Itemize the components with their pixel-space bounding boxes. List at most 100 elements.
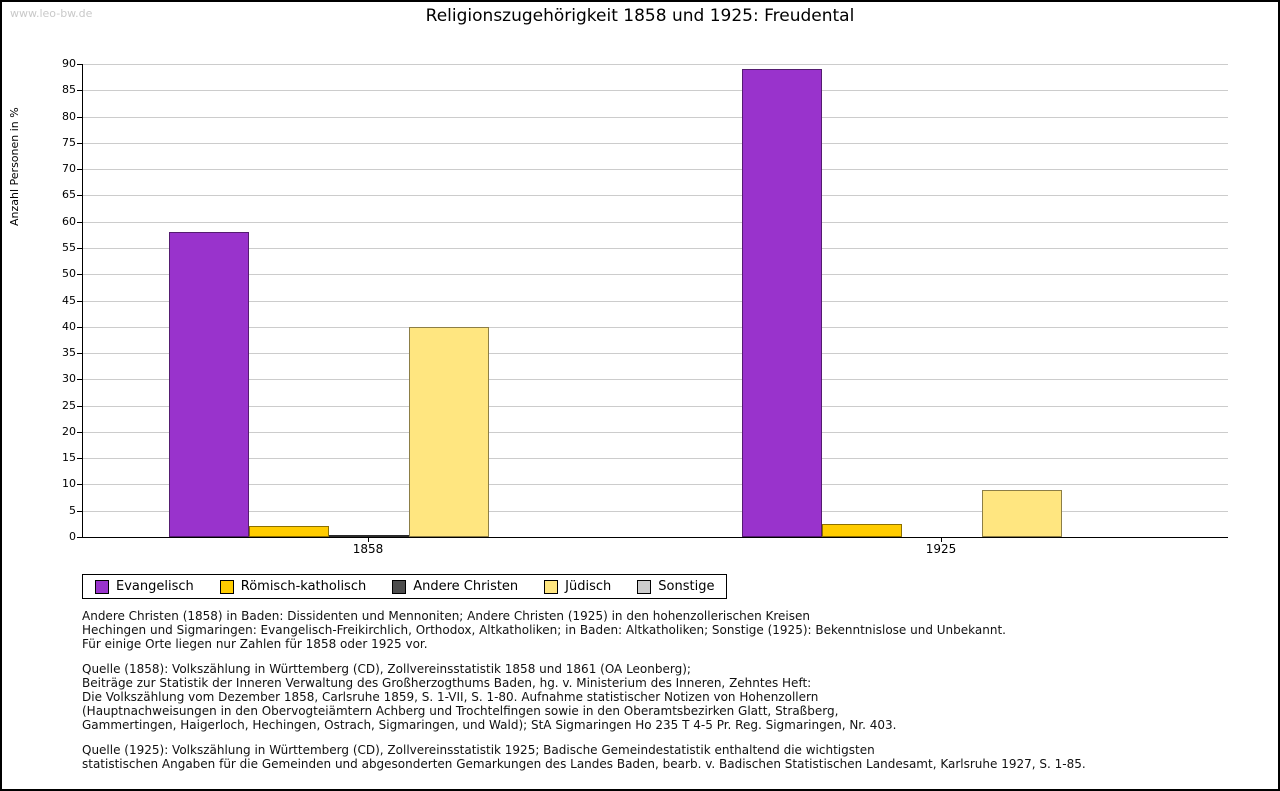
y-tick-label-60: 60 bbox=[62, 215, 76, 228]
footnote-line: Für einige Orte liegen nur Zahlen für 18… bbox=[82, 637, 428, 651]
y-tick-mark-80 bbox=[77, 117, 82, 118]
legend-item-sonstige: Sonstige bbox=[637, 579, 714, 594]
y-tick-mark-30 bbox=[77, 379, 82, 380]
footnote-line: Quelle (1925): Volkszählung in Württembe… bbox=[82, 743, 875, 757]
gridline-45 bbox=[83, 301, 1228, 302]
y-tick-label-0: 0 bbox=[69, 530, 76, 543]
y-tick-label-65: 65 bbox=[62, 188, 76, 201]
gridline-55 bbox=[83, 248, 1228, 249]
bar-r-misch-katholisch-1858 bbox=[249, 526, 329, 537]
y-tick-mark-75 bbox=[77, 143, 82, 144]
y-tick-label-40: 40 bbox=[62, 320, 76, 333]
y-tick-mark-20 bbox=[77, 432, 82, 433]
footnote-line: Gammertingen, Haigerloch, Hechingen, Ost… bbox=[82, 718, 897, 732]
footnote-line: Beiträge zur Statistik der Inneren Verwa… bbox=[82, 676, 812, 690]
y-tick-mark-90 bbox=[77, 64, 82, 65]
y-tick-label-30: 30 bbox=[62, 372, 76, 385]
gridline-75 bbox=[83, 143, 1228, 144]
y-tick-mark-25 bbox=[77, 406, 82, 407]
y-tick-label-70: 70 bbox=[62, 162, 76, 175]
gridline-60 bbox=[83, 222, 1228, 223]
y-tick-mark-45 bbox=[77, 301, 82, 302]
legend-item-andere-christen: Andere Christen bbox=[392, 579, 518, 594]
category-label-1858: 1858 bbox=[352, 542, 384, 556]
gridline-30 bbox=[83, 379, 1228, 380]
y-tick-label-20: 20 bbox=[62, 425, 76, 438]
gridline-80 bbox=[83, 117, 1228, 118]
bar-j-disch-1858 bbox=[409, 327, 489, 537]
legend-swatch-juedisch bbox=[544, 579, 559, 594]
gridline-90 bbox=[83, 64, 1228, 65]
legend-swatch-evangelisch bbox=[95, 579, 109, 594]
footnote-line: Die Volkszählung vom Dezember 1858, Carl… bbox=[82, 690, 819, 704]
chart-title: Religionszugehörigkeit 1858 und 1925: Fr… bbox=[425, 6, 855, 26]
y-tick-mark-85 bbox=[77, 90, 82, 91]
bar-j-disch-1925 bbox=[982, 490, 1062, 537]
footnote-line: Quelle (1858): Volkszählung in Württembe… bbox=[82, 662, 691, 676]
y-tick-mark-40 bbox=[77, 327, 82, 328]
footnotes: Andere Christen (1858) in Baden: Disside… bbox=[82, 609, 1258, 782]
category-label-1925: 1925 bbox=[925, 542, 957, 556]
bar-evangelisch-1858 bbox=[169, 232, 249, 537]
gridline-10 bbox=[83, 484, 1228, 485]
x-tick-mark-1925 bbox=[941, 538, 942, 542]
gridline-15 bbox=[83, 458, 1228, 459]
y-tick-mark-55 bbox=[77, 248, 82, 249]
footnote-line: (Hauptnachweisungen in den Obervogteiämt… bbox=[82, 704, 839, 718]
y-tick-label-45: 45 bbox=[62, 294, 76, 307]
y-axis-title: Anzahl Personen in % bbox=[8, 107, 21, 227]
plot-area bbox=[82, 64, 1228, 538]
legend-label-andere-christen: Andere Christen bbox=[413, 579, 519, 594]
footnote-paragraph: Quelle (1858): Volkszählung in Württembe… bbox=[82, 662, 1258, 732]
y-tick-mark-35 bbox=[77, 353, 82, 354]
y-tick-mark-60 bbox=[77, 222, 82, 223]
y-tick-mark-50 bbox=[77, 274, 82, 275]
y-tick-label-85: 85 bbox=[62, 83, 76, 96]
y-tick-label-75: 75 bbox=[62, 136, 76, 149]
y-tick-mark-15 bbox=[77, 458, 82, 459]
y-tick-label-35: 35 bbox=[62, 346, 76, 359]
y-tick-label-55: 55 bbox=[62, 241, 76, 254]
legend-label-juedisch: Jüdisch bbox=[565, 579, 612, 594]
bar-r-misch-katholisch-1925 bbox=[822, 524, 902, 537]
x-tick-mark-1858 bbox=[368, 538, 369, 542]
y-tick-mark-70 bbox=[77, 169, 82, 170]
footnote-line: statistischen Angaben für die Gemeinden … bbox=[82, 757, 1086, 771]
gridline-25 bbox=[83, 406, 1228, 407]
legend-label-roemisch-katholisch: Römisch-katholisch bbox=[240, 579, 367, 594]
legend-label-sonstige: Sonstige bbox=[658, 579, 715, 594]
y-tick-mark-0 bbox=[77, 537, 82, 538]
legend-label-evangelisch: Evangelisch bbox=[116, 579, 194, 594]
bar-evangelisch-1925 bbox=[742, 69, 822, 537]
legend: Evangelisch Römisch-katholisch Andere Ch… bbox=[82, 574, 728, 599]
footnote-paragraph: Quelle (1925): Volkszählung in Württembe… bbox=[82, 743, 1258, 771]
y-tick-mark-65 bbox=[77, 195, 82, 196]
gridline-20 bbox=[83, 432, 1228, 433]
legend-item-roemisch-katholisch: Römisch-katholisch bbox=[219, 579, 367, 594]
gridline-85 bbox=[83, 90, 1228, 91]
gridline-70 bbox=[83, 169, 1228, 170]
y-tick-mark-10 bbox=[77, 484, 82, 485]
legend-item-evangelisch: Evangelisch bbox=[95, 579, 194, 594]
gridline-40 bbox=[83, 327, 1228, 328]
gridline-50 bbox=[83, 274, 1228, 275]
gridline-35 bbox=[83, 353, 1228, 354]
y-tick-label-5: 5 bbox=[69, 504, 76, 517]
footnote-line: Hechingen und Sigmaringen: Evangelisch-F… bbox=[82, 623, 1006, 637]
y-tick-label-50: 50 bbox=[62, 267, 76, 280]
legend-swatch-andere-christen bbox=[392, 579, 407, 594]
footnote-paragraph: Andere Christen (1858) in Baden: Disside… bbox=[82, 609, 1258, 651]
y-tick-label-80: 80 bbox=[62, 110, 76, 123]
gridline-5 bbox=[83, 511, 1228, 512]
y-tick-label-25: 25 bbox=[62, 399, 76, 412]
legend-swatch-sonstige bbox=[637, 579, 652, 594]
watermark: www.leo-bw.de bbox=[10, 7, 93, 20]
legend-swatch-roemisch-katholisch bbox=[219, 579, 234, 594]
bar-andere-christen-1858 bbox=[329, 535, 409, 537]
legend-item-juedisch: Jüdisch bbox=[544, 579, 611, 594]
y-tick-mark-5 bbox=[77, 511, 82, 512]
footnote-line: Andere Christen (1858) in Baden: Disside… bbox=[82, 609, 810, 623]
gridline-65 bbox=[83, 195, 1228, 196]
y-tick-label-15: 15 bbox=[62, 451, 76, 464]
